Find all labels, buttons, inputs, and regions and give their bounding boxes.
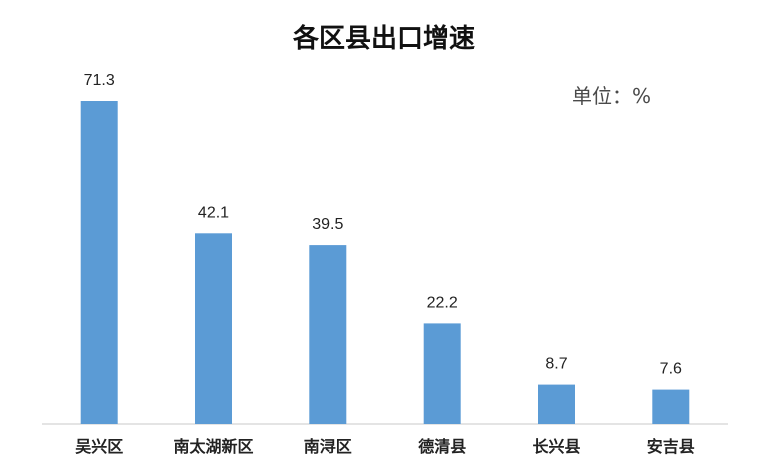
category-label-5: 安吉县: [647, 437, 695, 456]
bars-group: [80, 101, 690, 424]
bar-1: [195, 233, 232, 424]
category-label-2: 南浔区: [304, 437, 352, 456]
bar-2: [309, 245, 347, 424]
value-label-5: 7.6: [660, 361, 682, 378]
unit-label: 单位：%: [572, 84, 652, 108]
category-label-1: 南太湖新区: [173, 437, 253, 456]
bar-0: [80, 101, 118, 424]
value-label-2: 39.5: [312, 216, 343, 233]
bar-5: [652, 389, 690, 424]
value-label-1: 42.1: [198, 204, 229, 221]
value-label-3: 22.2: [427, 294, 458, 311]
category-label-0: 吴兴区: [75, 437, 123, 456]
bar-3: [423, 323, 461, 424]
value-labels-group: 71.3 42.1 39.5 22.2 8.7 7.6: [84, 72, 682, 378]
category-labels-group: 吴兴区 南太湖新区 南浔区 德清县 长兴县 安吉县: [75, 437, 695, 456]
value-label-0: 71.3: [84, 72, 115, 89]
value-label-4: 8.7: [545, 356, 567, 373]
category-label-4: 长兴县: [532, 437, 580, 456]
chart-title: 各区县出口增速: [292, 24, 475, 54]
bar-4: [538, 384, 575, 424]
category-label-3: 德清县: [418, 437, 466, 456]
